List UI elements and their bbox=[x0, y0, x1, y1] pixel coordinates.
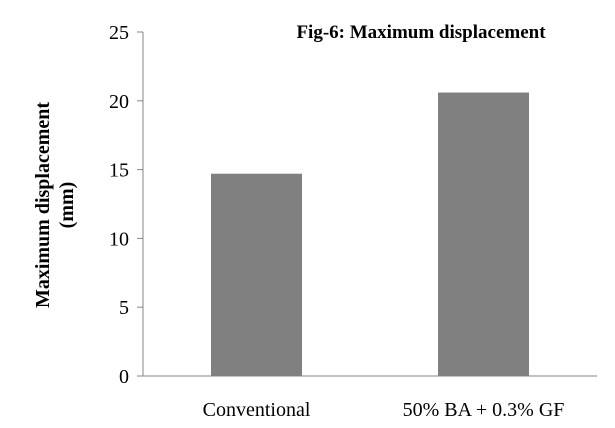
x-tick-labels: Conventional 50% BA + 0.3% GF bbox=[203, 399, 565, 421]
bar-1 bbox=[211, 173, 302, 376]
y-tick-label-15: 15 bbox=[109, 160, 129, 182]
y-axis-title-line1: Maximum displacement bbox=[32, 102, 54, 308]
y-tick-label-20: 20 bbox=[109, 91, 129, 113]
y-tick-label-10: 10 bbox=[109, 228, 129, 250]
y-ticks: 0 5 10 15 20 25 bbox=[109, 22, 143, 388]
bars bbox=[211, 92, 529, 376]
chart-title: Fig-6: Maximum displacement bbox=[296, 22, 546, 43]
y-axis-title-line2: (mm) bbox=[56, 182, 78, 229]
y-axis-title: Maximum displacement (mm) bbox=[32, 102, 78, 308]
x-category-label-2: 50% BA + 0.3% GF bbox=[403, 399, 565, 421]
bar-2 bbox=[438, 92, 529, 376]
y-tick-label-25: 25 bbox=[109, 22, 129, 44]
x-category-label-1: Conventional bbox=[203, 399, 311, 421]
y-tick-label-0: 0 bbox=[119, 366, 129, 388]
y-tick-label-5: 5 bbox=[119, 297, 129, 319]
